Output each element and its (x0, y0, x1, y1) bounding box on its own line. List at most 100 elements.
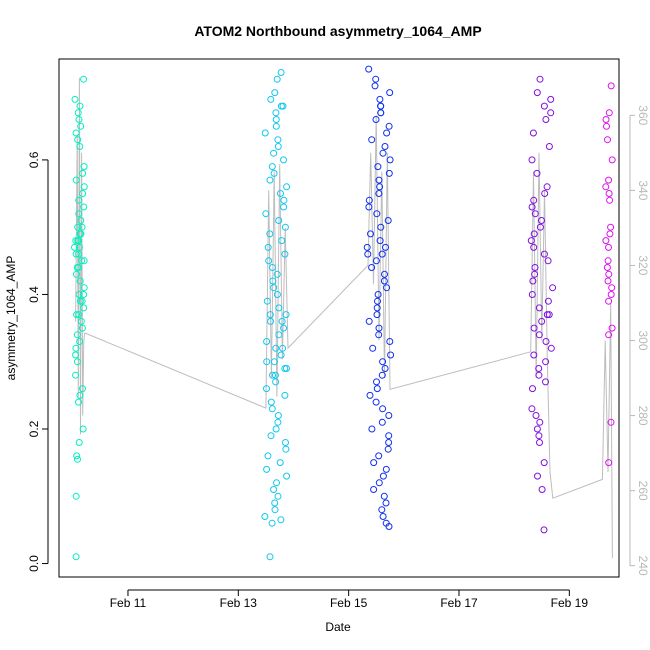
data-point (76, 143, 84, 150)
data-point (375, 452, 383, 460)
data-point (273, 75, 281, 83)
data-point (75, 196, 83, 204)
data-point (370, 486, 378, 493)
data-point (604, 257, 612, 265)
data-point (367, 230, 374, 238)
data-point (386, 338, 394, 345)
data-point (603, 122, 610, 130)
data-point (80, 284, 88, 292)
data-point (549, 284, 557, 292)
data-point (79, 425, 87, 433)
data-point (72, 270, 80, 278)
data-point (375, 176, 383, 184)
x-tick-label: Feb 13 (220, 596, 258, 610)
data-point (71, 243, 78, 251)
data-point (534, 472, 541, 480)
data-point (530, 230, 538, 238)
data-point (383, 129, 391, 137)
data-point (380, 277, 388, 285)
data-point (282, 439, 289, 446)
data-point (78, 324, 86, 332)
data-point (538, 217, 545, 224)
y-tick-label: 0.0 (27, 555, 41, 572)
data-point (384, 445, 392, 453)
data-point (538, 317, 546, 325)
data-point (544, 297, 552, 305)
data-point (280, 324, 288, 332)
data-point (370, 459, 378, 467)
data-point (79, 190, 87, 197)
x-tick-label: Feb 19 (551, 596, 589, 610)
data-point (283, 183, 291, 191)
data-point (529, 385, 536, 393)
data-point (608, 324, 616, 332)
data-point (266, 553, 274, 561)
data-point (72, 371, 80, 379)
data-point (377, 109, 385, 117)
data-point (603, 264, 611, 271)
data-point (269, 371, 276, 379)
data-point (535, 304, 543, 312)
data-point (536, 418, 544, 426)
data-point (605, 176, 613, 184)
data-point (264, 243, 272, 251)
data-point (263, 338, 271, 345)
data-point (385, 432, 393, 440)
data-point (78, 223, 86, 231)
data-point (374, 297, 381, 305)
data-point (73, 358, 81, 366)
data-point (75, 210, 83, 218)
data-point (376, 95, 384, 103)
data-point (372, 75, 380, 83)
data-point (276, 459, 284, 467)
data-point (385, 122, 393, 130)
data-point (533, 425, 541, 433)
data-point (72, 237, 80, 245)
data-point (75, 116, 83, 123)
data-point (365, 203, 373, 211)
data-point (372, 398, 380, 406)
data-point (261, 513, 269, 520)
data-point (545, 143, 553, 150)
y-tick-label: 0.2 (27, 420, 41, 437)
data-point (277, 102, 285, 110)
data-point (263, 358, 271, 366)
data-point (375, 331, 383, 339)
data-point (72, 553, 80, 561)
data-point (385, 412, 393, 419)
data-point (375, 324, 383, 332)
data-point (270, 358, 278, 366)
data-point (75, 398, 82, 406)
plot-frame (58, 58, 620, 578)
data-point (382, 465, 390, 473)
data-point (384, 217, 392, 224)
data-point (538, 486, 546, 493)
y-tick-label: 0.6 (27, 151, 41, 168)
data-point (263, 385, 270, 393)
data-point (542, 378, 549, 386)
data-point (270, 284, 278, 292)
data-point (266, 311, 274, 319)
data-point (74, 455, 81, 463)
data-point (271, 89, 279, 97)
data-point (542, 338, 550, 345)
data-point (272, 122, 280, 130)
data-point (278, 237, 286, 245)
data-point (282, 445, 290, 453)
data-point (529, 277, 537, 285)
data-point (386, 89, 394, 97)
data-point (372, 116, 380, 123)
data-point (543, 311, 551, 319)
data-point (277, 351, 285, 359)
data-point (281, 250, 289, 258)
data-point (72, 176, 80, 184)
data-point (385, 169, 393, 177)
data-point (528, 405, 536, 413)
data-point (606, 196, 614, 204)
data-point (530, 351, 538, 359)
data-point (272, 344, 280, 352)
data-point (387, 351, 395, 359)
data-point (79, 385, 86, 393)
data-point (377, 102, 385, 110)
data-point (368, 136, 376, 144)
